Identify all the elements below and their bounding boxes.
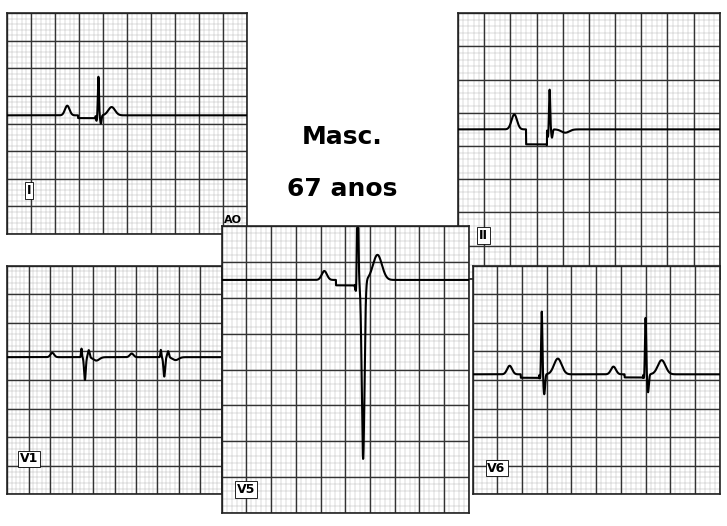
Text: 67 anos: 67 anos xyxy=(286,177,397,201)
Text: V5: V5 xyxy=(236,483,255,496)
Text: I: I xyxy=(26,184,31,197)
Text: V6: V6 xyxy=(487,461,506,474)
Text: Masc.: Masc. xyxy=(301,125,382,149)
Text: V1: V1 xyxy=(20,452,39,466)
Text: AO: AO xyxy=(224,215,242,225)
Text: II: II xyxy=(479,229,488,242)
